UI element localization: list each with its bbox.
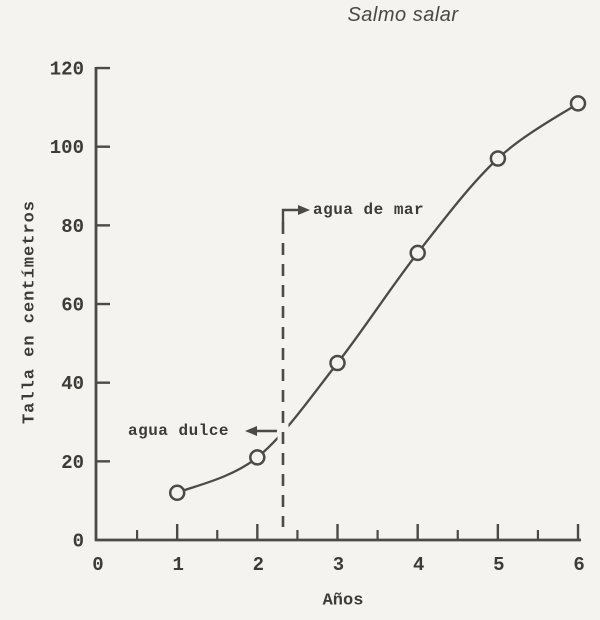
x-tick-label: 4 bbox=[413, 554, 424, 576]
x-tick-label: 0 bbox=[92, 554, 103, 576]
annotation-agua-dulce: agua dulce bbox=[128, 422, 230, 440]
data-point-marker bbox=[489, 150, 507, 167]
data-point-marker bbox=[249, 449, 266, 466]
y-tick-label: 100 bbox=[50, 137, 84, 159]
x-tick-label: 2 bbox=[253, 554, 264, 576]
y-tick-label: 40 bbox=[61, 373, 84, 395]
x-tick-label: 5 bbox=[493, 554, 504, 576]
sea-arrowhead-icon bbox=[298, 205, 310, 215]
data-point-marker bbox=[409, 244, 426, 262]
chart-title: Salmo salar bbox=[347, 4, 459, 26]
annotation-agua-de-mar: agua de mar bbox=[313, 201, 425, 219]
x-tick-label: 1 bbox=[172, 554, 183, 576]
y-tick-label: 80 bbox=[61, 216, 84, 238]
y-tick-label: 0 bbox=[73, 531, 84, 553]
data-point-marker bbox=[168, 484, 186, 502]
y-tick-label: 120 bbox=[50, 59, 84, 81]
growth-curve bbox=[176, 102, 579, 494]
y-tick-label: 60 bbox=[61, 295, 84, 317]
x-axis-label: Años bbox=[322, 591, 364, 611]
data-point-marker bbox=[329, 354, 346, 372]
x-tick-label: 3 bbox=[333, 554, 344, 576]
freshwater-arrowhead-icon bbox=[245, 426, 257, 436]
sea-arrow bbox=[281, 208, 299, 222]
data-point-marker bbox=[569, 95, 587, 112]
x-tick-label: 6 bbox=[573, 554, 584, 576]
y-tick-label: 20 bbox=[61, 452, 84, 474]
